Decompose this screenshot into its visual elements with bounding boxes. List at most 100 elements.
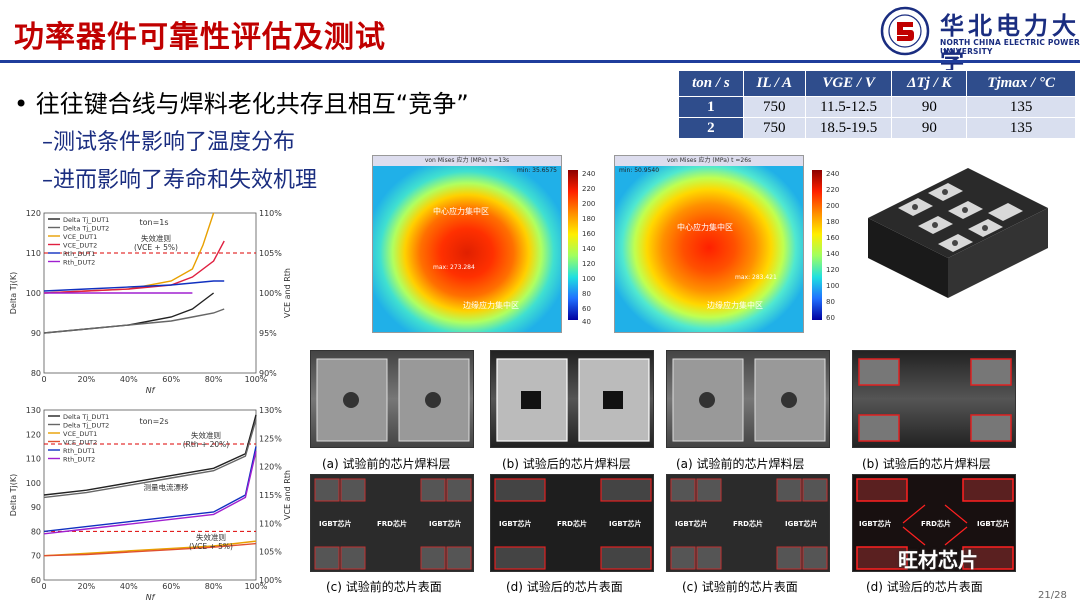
table-cell: 135 [966,117,1076,139]
chip-label-frd: FRD芯片 [733,520,763,528]
watermark: 旺材芯片 [898,548,978,572]
colorbar-tick: 100 [582,275,596,283]
chip-label-frd: FRD芯片 [921,520,951,528]
legend-label: Delta Tj_DUT2 [63,422,109,430]
colorbar-tick: 80 [826,298,835,306]
y-right-tick-label: 100% [259,576,282,585]
colorbar-tick: 60 [826,314,835,322]
solder-before-photo-1 [310,350,474,448]
chip-label-igbt: IGBT芯片 [609,520,642,528]
university-name-en: NORTH CHINA ELECTRIC POWER UNIVERSITY [940,38,1080,56]
chip-label-frd: FRD芯片 [377,520,407,528]
heatmap-2-center-label: 中心应力集中区 [677,223,733,232]
caption-r1-2: (b) 试验后的芯片焊料层 [502,457,631,471]
heatmap-2-max: max: 283.421 [735,274,777,281]
slide-title: 功率器件可靠性评估及测试 [14,20,386,55]
colorbar-tick: 200 [826,202,840,210]
caption-r1-4: (b) 试验后的芯片焊料层 [862,457,991,471]
sub-bullet-1: –测试条件影响了温度分布 [42,130,296,155]
y-right-tick-label: 95% [259,329,277,338]
annotation-criterion-bottom-sub: (VCE + 5%) [189,542,233,551]
sub-bullet-2: –进而影响了寿命和失效机理 [42,168,318,193]
series-line-delta-tj-dut2 [43,419,257,499]
y-left-tick-label: 100 [26,479,41,488]
heatmap-2-edge-label: 边缘应力集中区 [707,301,763,310]
x-tick-label: 100% [245,582,268,591]
caption-r2-4: (d) 试验后的芯片表面 [866,580,983,594]
caption-r2-2: (d) 试验后的芯片表面 [506,580,623,594]
x-axis-label: Nf [146,386,156,395]
annotation-criterion-sub: (VCE + 5%) [134,243,178,252]
heatmap-2-title: von Mises 应力 (MPa) t =26s [615,156,803,166]
x-tick-label: 20% [78,582,96,591]
x-tick-label: 80% [205,582,223,591]
y-left-tick-label: 130 [26,406,41,415]
y-right-tick-label: 120% [259,463,282,472]
legend-label: VCE_DUT2 [63,242,97,250]
series-line-delta-tj-dut2 [43,308,225,334]
table-cell: 90 [891,117,968,139]
chip-label-igbt: IGBT芯片 [319,520,352,528]
legend-label: Delta Tj_DUT1 [63,413,109,421]
table-cell: 1 [678,96,744,118]
stress-heatmap-1: von Mises 应力 (MPa) t =13s min: 35.6575 中… [372,155,562,333]
table-cell: 2 [678,117,744,139]
surface-after-photo-2: IGBT芯片 FRD芯片 IGBT芯片 [852,474,1016,572]
colorbar-tick: 240 [826,170,840,178]
y-right-tick-label: 110% [259,519,282,528]
legend-label: Delta Tj_DUT1 [63,216,109,224]
colorbar-1 [568,170,578,320]
x-tick-label: 100% [245,375,268,384]
x-tick-label: 80% [205,375,223,384]
stress-heatmap-2: von Mises 应力 (MPa) t =26s min: 50.9540 中… [614,155,804,333]
table-row: 2 750 18.5-19.5 90 135 [678,117,1076,139]
y-left-tick-label: 90 [31,329,41,338]
series-line-rth-dut1 [43,280,225,292]
colorbar-tick: 40 [582,318,591,326]
legend-label: VCE_DUT1 [63,430,97,438]
colorbar-2 [812,170,822,320]
chart-ton-2s: 0 20% 40% 60% 80% 100% 130 120 110 100 90 80 70 60 130… [9,406,292,602]
y-left-tick-label: 120 [26,209,41,218]
surface-after-photo-1: IGBT芯片 FRD芯片 IGBT芯片 [490,474,654,572]
chip-label-igbt: IGBT芯片 [977,520,1010,528]
x-tick-label: 0 [41,375,46,384]
series-line-vce-dut1 [43,540,257,557]
y-left-tick-label: 80 [31,527,41,536]
colorbar-tick: 140 [582,245,596,253]
y-left-tick-label: 120 [26,430,41,439]
x-tick-label: 40% [120,582,138,591]
solder-after-photo-1 [490,350,654,448]
table-header-row: ton / s IL / A VGE / V ΔTj / K Tjmax / °… [678,70,1076,97]
y-right-tick-label: 110% [259,209,282,218]
heatmap-2-min: min: 50.9540 [619,167,660,174]
heatmap-1-edge-label: 边缘应力集中区 [463,301,519,310]
y-left-axis-label: Delta Tj(K) [9,272,18,314]
table-header: VGE / V [804,70,893,97]
annotation-criterion-bottom: 失效准则 [196,532,226,542]
heatmap-1-max: max: 273.284 [433,264,475,271]
y-left-tick-label: 70 [31,552,41,561]
chip-label-igbt: IGBT芯片 [499,520,532,528]
colorbar-tick: 180 [826,218,840,226]
y-left-axis-label: Delta Tj(K) [9,474,18,516]
x-tick-label: 0 [41,582,46,591]
y-left-tick-label: 110 [26,249,41,258]
heatmap-1-min: min: 35.6575 [516,167,557,174]
bullet-main: • 往往键合线与焊料老化共存且相互“竞争” [14,90,469,118]
y-right-tick-label: 105% [259,249,282,258]
table-cell: 750 [742,96,806,118]
annotation-ton: ton=1s [139,218,168,227]
y-right-tick-label: 125% [259,434,282,443]
annotation-criterion-top-sub: (Rth + 20%) [183,440,230,449]
table-cell: 135 [966,96,1076,118]
caption-r1-1: (a) 试验前的芯片焊料层 [322,457,451,471]
legend-label: VCE_DUT1 [63,233,97,241]
surface-before-photo-1: IGBT芯片 FRD芯片 IGBT芯片 [310,474,474,572]
colorbar-tick: 160 [582,230,596,238]
x-axis-label: Nf [146,593,156,602]
table-header: IL / A [742,70,806,97]
caption-r2-3: (c) 试验前的芯片表面 [682,580,798,594]
table-cell: 11.5-12.5 [804,96,893,118]
legend-label: Delta Tj_DUT2 [63,225,109,233]
